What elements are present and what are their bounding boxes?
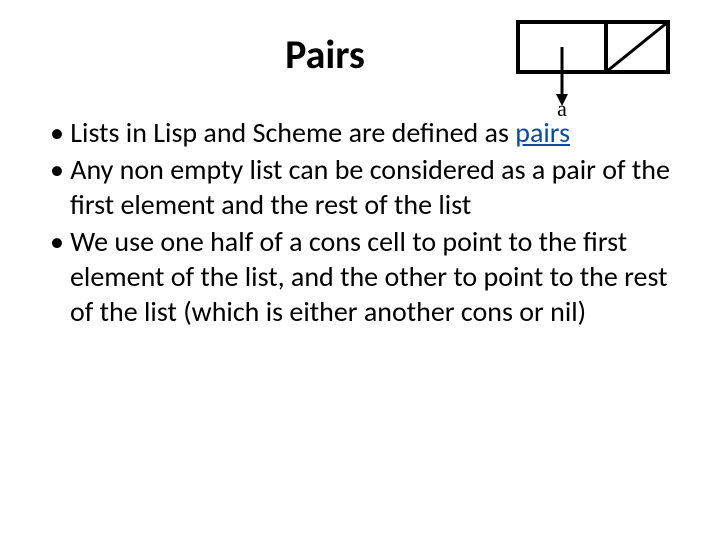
slide: a Pairs Lists in Lisp and Scheme are def… [0,0,720,540]
cons-cell-diagram: a [516,20,676,125]
bullet-text: We use one half of a cons cell to point … [70,224,667,329]
bullet-list: Lists in Lisp and Scheme are defined as … [50,115,670,329]
bullet-item: Any non empty list can be considered as … [50,152,670,222]
bullet-text: Lists in Lisp and Scheme are defined as [70,115,515,150]
bullet-text: Any non empty list can be considered as … [70,152,670,222]
cons-cell-svg: a [516,20,676,120]
bullet-item: We use one half of a cons cell to point … [50,224,670,329]
arrow-label: a [557,96,567,120]
